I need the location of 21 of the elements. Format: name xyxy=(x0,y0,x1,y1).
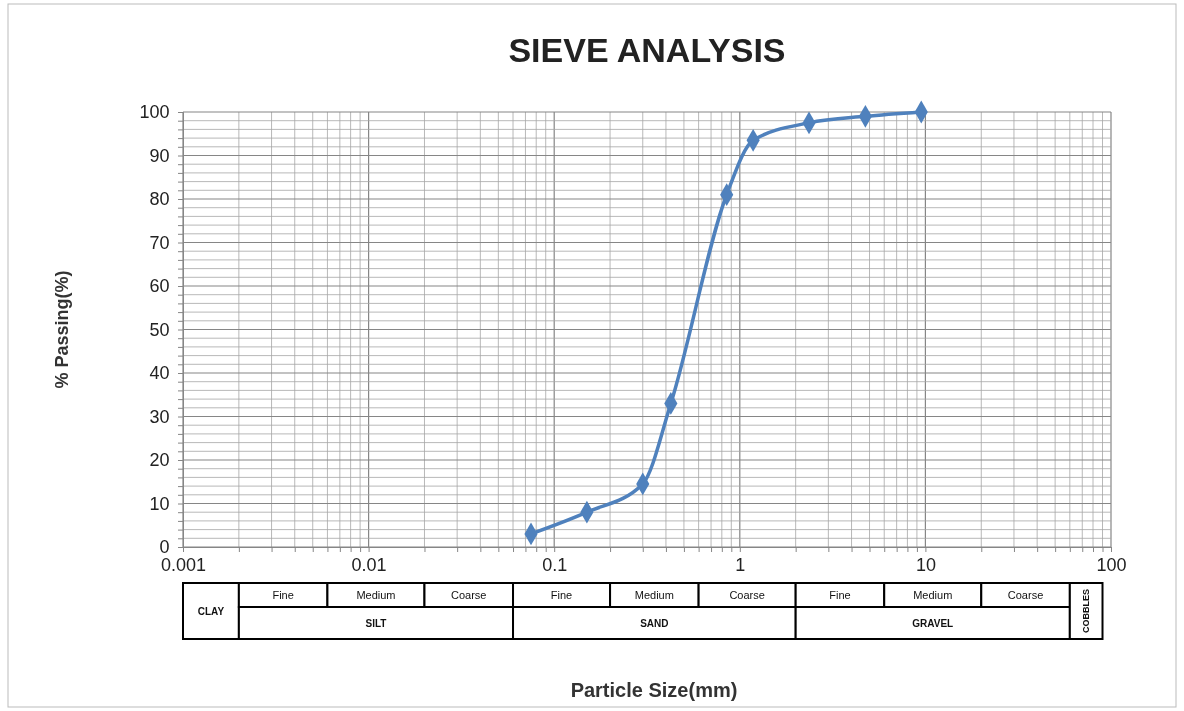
x-tick-label: 0.001 xyxy=(160,555,207,576)
x-tick-label: 0.1 xyxy=(542,555,568,576)
y-tick-label: 0 xyxy=(159,537,170,558)
y-tick-label: 60 xyxy=(149,276,170,297)
chart-title: SIEVE ANALYSIS xyxy=(508,31,786,69)
y-tick-label: 90 xyxy=(149,145,170,166)
y-tick-label: 80 xyxy=(149,189,170,210)
y-tick-label: 40 xyxy=(149,363,170,384)
soil-class-table: CLAY Fine Medium Coarse Fine Medium Coarse Fine Medium Coarse SILT SAND GRAVEL COBBLES xyxy=(182,582,1104,640)
x-tick-label: 10 xyxy=(915,555,936,576)
y-tick-label: 70 xyxy=(149,232,170,253)
text: Particle Size(mm) xyxy=(570,679,738,701)
x-tick-label: 1 xyxy=(735,555,746,576)
x-tick-label: 100 xyxy=(1096,555,1127,576)
y-tick-label: 20 xyxy=(149,450,170,471)
y-axis-title: % Passing(%) xyxy=(52,270,72,389)
x-tick-label: 0.01 xyxy=(351,555,387,576)
y-tick-label: 10 xyxy=(149,493,170,514)
y-tick-label: 100 xyxy=(139,102,170,123)
y-tick-label: 50 xyxy=(149,319,170,340)
y-tick-label: 30 xyxy=(149,406,170,427)
